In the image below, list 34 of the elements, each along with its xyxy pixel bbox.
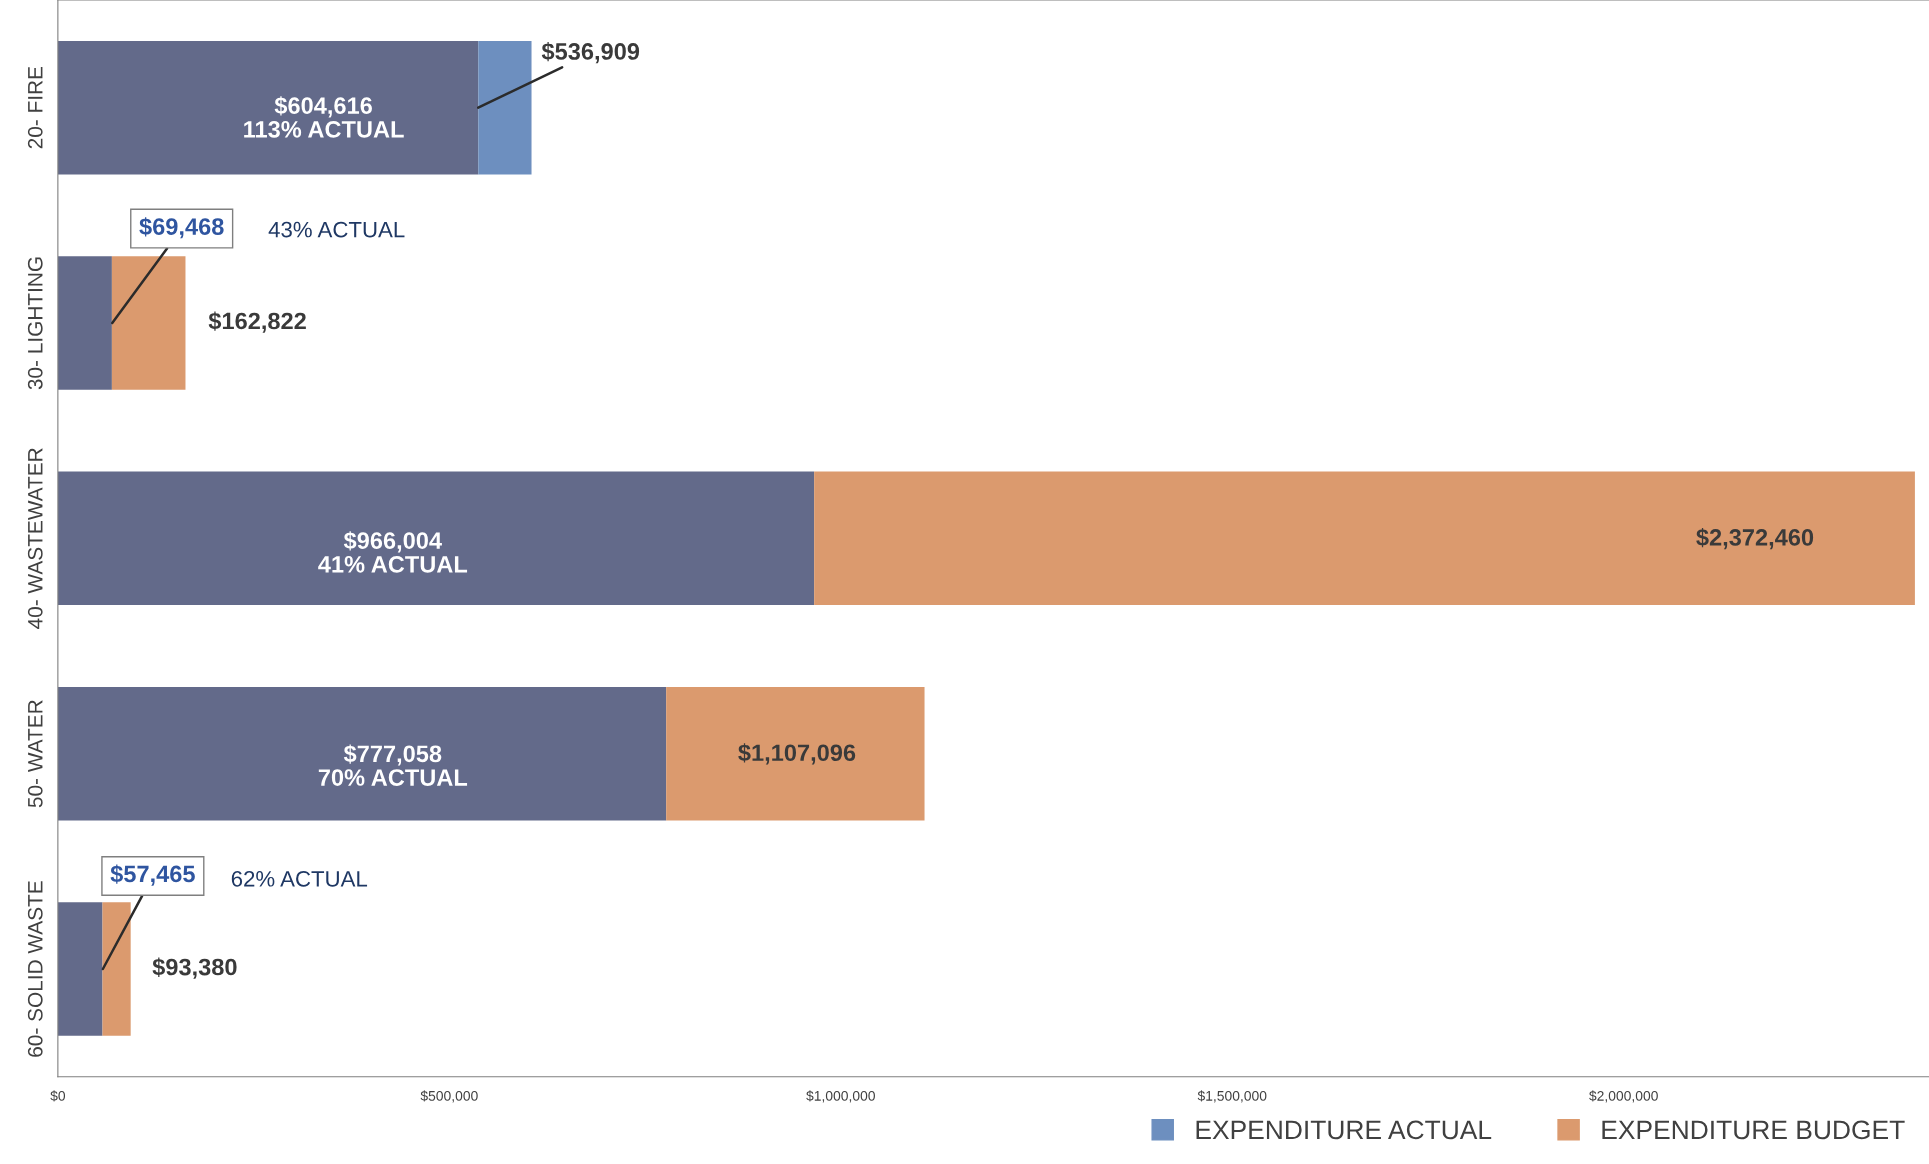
annotation: $1,107,096 (738, 743, 856, 765)
x-tick-label: $500,000 (420, 1090, 478, 1103)
annotation: 62% ACTUAL (231, 870, 368, 887)
legend-label: EXPENDITURE ACTUAL (1196, 1120, 1492, 1140)
x-tick-label: $0 (50, 1090, 66, 1102)
annotation: $69,468 (139, 217, 224, 239)
bar (57, 40, 479, 175)
bar (57, 686, 667, 821)
bar (814, 471, 1915, 606)
bar (666, 686, 925, 821)
bar (57, 256, 112, 390)
annotation: $966,004 41% ACTUAL (318, 531, 468, 573)
bar (57, 902, 103, 1036)
x-tick-label: $1,500,000 (1197, 1090, 1267, 1103)
x-tick-label: $2,000,000 (1589, 1090, 1658, 1103)
annotation: $93,380 (152, 957, 237, 979)
x-tick-label: $1,000,000 (806, 1090, 875, 1103)
bar (478, 40, 532, 175)
y-tick-label: 60- SOLID WASTE (27, 881, 43, 1057)
bar (57, 471, 815, 606)
annotation: $536,909 (541, 42, 640, 64)
annotation: $604,616 113% ACTUAL (244, 96, 404, 138)
y-tick-label: 50- WATER (27, 700, 43, 808)
bar (102, 902, 131, 1036)
y-tick-label: 40- WASTEWATER (27, 448, 43, 629)
annotation: $777,058 70% ACTUAL (318, 744, 468, 786)
annotation: $162,822 (208, 311, 306, 333)
annotation: $2,372,460 (1696, 528, 1814, 550)
y-tick-label: 20- FIRE (27, 66, 43, 149)
annotation: 43% ACTUAL (268, 221, 405, 238)
bar (111, 256, 186, 390)
annotation: $57,465 (110, 864, 195, 886)
legend-label: EXPENDITURE BUDGET (1602, 1120, 1905, 1140)
y-tick-label: 30- LIGHTING (27, 257, 43, 390)
